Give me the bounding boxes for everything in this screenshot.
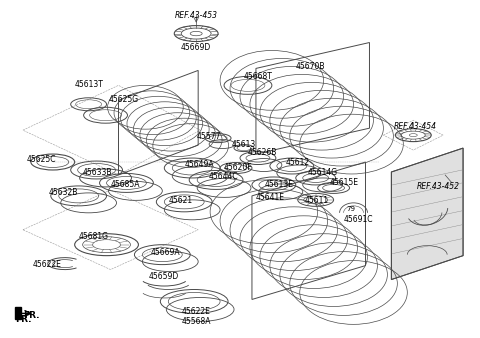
Text: 45632B: 45632B xyxy=(49,188,78,197)
Text: 45613E: 45613E xyxy=(265,180,294,189)
Text: REF.43-452: REF.43-452 xyxy=(417,182,460,191)
Text: 45633B: 45633B xyxy=(83,168,112,177)
Polygon shape xyxy=(391,148,463,280)
Text: 45625G: 45625G xyxy=(108,95,139,104)
Text: 45649A: 45649A xyxy=(184,160,214,169)
Text: 45614G: 45614G xyxy=(308,168,338,177)
Text: 45626B: 45626B xyxy=(248,148,277,157)
Text: 45620F: 45620F xyxy=(224,163,252,172)
Text: 45691C: 45691C xyxy=(344,215,373,224)
Text: FR.: FR. xyxy=(23,311,39,320)
Text: 45668T: 45668T xyxy=(244,72,273,81)
Text: 45622E: 45622E xyxy=(182,308,211,316)
Text: 45613: 45613 xyxy=(232,140,256,149)
Text: 45669A: 45669A xyxy=(150,248,180,257)
Text: 45681G: 45681G xyxy=(79,232,108,241)
Text: 45615E: 45615E xyxy=(330,178,359,187)
Text: REF.43-454: REF.43-454 xyxy=(394,122,436,131)
Text: 45621: 45621 xyxy=(168,196,192,205)
Text: REF.43-453: REF.43-453 xyxy=(175,11,218,20)
Text: 45669D: 45669D xyxy=(181,43,211,51)
Text: 45625C: 45625C xyxy=(27,155,56,164)
Text: 45670B: 45670B xyxy=(296,63,325,71)
Text: 45659D: 45659D xyxy=(148,271,179,281)
Text: 45613T: 45613T xyxy=(75,80,104,89)
Text: 45622E: 45622E xyxy=(33,260,62,269)
Text: 45568A: 45568A xyxy=(181,317,211,327)
Text: 45612: 45612 xyxy=(286,158,310,167)
Text: 45577: 45577 xyxy=(196,132,220,141)
Text: 45641E: 45641E xyxy=(256,193,285,202)
Text: 79: 79 xyxy=(347,206,356,212)
Text: FR.: FR. xyxy=(15,315,31,324)
Text: 45685A: 45685A xyxy=(110,180,140,189)
Text: 45611: 45611 xyxy=(305,196,329,205)
Text: 45644C: 45644C xyxy=(208,172,238,181)
Polygon shape xyxy=(15,308,21,319)
